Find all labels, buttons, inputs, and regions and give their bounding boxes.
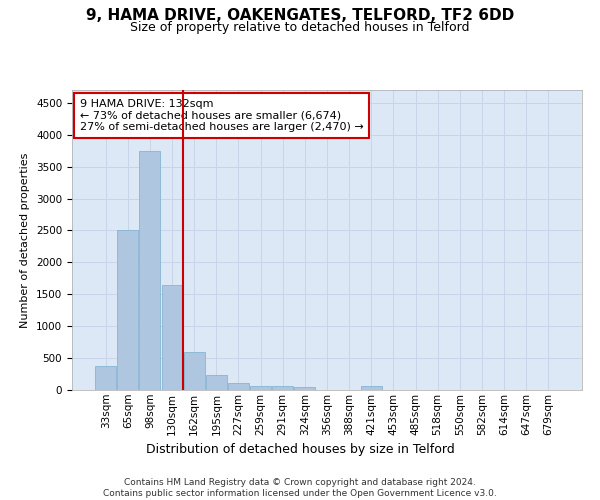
Bar [161, 284, 182, 390]
Y-axis label: Number of detached properties: Number of detached properties [20, 152, 31, 328]
Bar [295, 387, 316, 390]
Bar [118, 230, 139, 390]
Bar [95, 366, 116, 390]
Text: Distribution of detached houses by size in Telford: Distribution of detached houses by size … [146, 442, 454, 456]
Text: 9 HAMA DRIVE: 132sqm
← 73% of detached houses are smaller (6,674)
27% of semi-de: 9 HAMA DRIVE: 132sqm ← 73% of detached h… [80, 99, 364, 132]
Bar [361, 386, 382, 390]
Bar [184, 352, 205, 390]
Bar [228, 383, 249, 390]
Bar [206, 374, 227, 390]
Bar [250, 386, 271, 390]
Text: 9, HAMA DRIVE, OAKENGATES, TELFORD, TF2 6DD: 9, HAMA DRIVE, OAKENGATES, TELFORD, TF2 … [86, 8, 514, 22]
Bar [272, 386, 293, 390]
Bar [139, 150, 160, 390]
Text: Size of property relative to detached houses in Telford: Size of property relative to detached ho… [130, 21, 470, 34]
Text: Contains HM Land Registry data © Crown copyright and database right 2024.
Contai: Contains HM Land Registry data © Crown c… [103, 478, 497, 498]
